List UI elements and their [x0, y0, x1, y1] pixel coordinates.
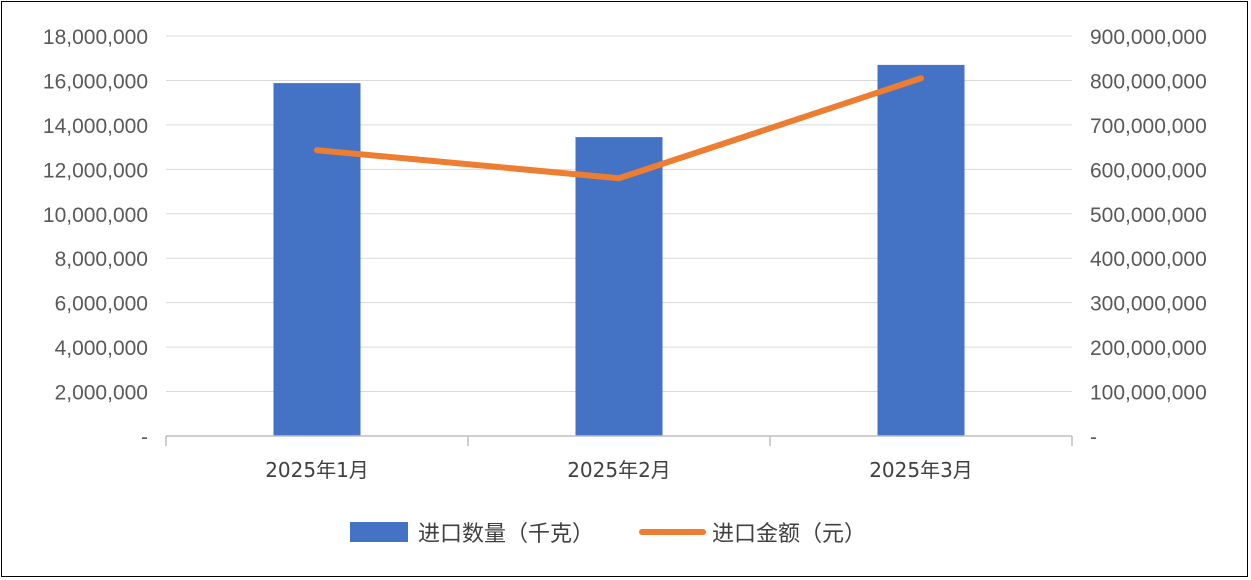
line-series	[314, 75, 924, 182]
right-tick-label: 700,000,000	[1090, 115, 1207, 138]
bar	[273, 83, 361, 436]
left-tick-label: 6,000,000	[55, 293, 148, 316]
right-tick-label: 900,000,000	[1090, 26, 1207, 49]
left-tick-label: -	[141, 426, 148, 449]
category-labels: 2025年1月 2025年2月 2025年3月	[265, 458, 973, 482]
left-axis-ticks: - 2,000,000 4,000,000 6,000,000 8,000,000 10,…	[43, 26, 148, 449]
line-point	[918, 75, 924, 81]
right-tick-label: 800,000,000	[1090, 70, 1207, 93]
right-tick-label: 300,000,000	[1090, 293, 1207, 316]
right-tick-label: 400,000,000	[1090, 248, 1207, 271]
left-tick-label: 12,000,000	[43, 159, 148, 182]
legend-label-bar: 进口数量（千克）	[418, 522, 594, 547]
left-tick-label: 14,000,000	[43, 115, 148, 138]
left-tick-label: 4,000,000	[55, 337, 148, 360]
category-label: 2025年1月	[265, 458, 369, 482]
left-tick-label: 16,000,000	[43, 70, 148, 93]
left-tick-label: 2,000,000	[55, 382, 148, 405]
right-tick-label: 200,000,000	[1090, 337, 1207, 360]
left-tick-label: 18,000,000	[43, 26, 148, 49]
line-point	[314, 147, 320, 153]
bar	[877, 64, 965, 436]
legend-swatch-bar	[350, 522, 408, 542]
bar	[575, 137, 663, 436]
right-tick-label: -	[1090, 426, 1097, 449]
left-tick-label: 10,000,000	[43, 204, 148, 227]
category-label: 2025年2月	[567, 458, 671, 482]
right-tick-label: 100,000,000	[1090, 382, 1207, 405]
bar-series	[273, 64, 965, 436]
right-tick-label: 600,000,000	[1090, 159, 1207, 182]
category-label: 2025年3月	[869, 458, 973, 482]
left-tick-label: 8,000,000	[55, 248, 148, 271]
right-axis-ticks: - 100,000,000 200,000,000 300,000,000 400,00…	[1090, 26, 1207, 449]
legend: 进口数量（千克） 进口金额（元）	[350, 522, 866, 547]
right-tick-label: 500,000,000	[1090, 204, 1207, 227]
legend-label-line: 进口金额（元）	[712, 522, 866, 547]
x-axis	[165, 435, 1073, 446]
line-point	[616, 175, 622, 181]
